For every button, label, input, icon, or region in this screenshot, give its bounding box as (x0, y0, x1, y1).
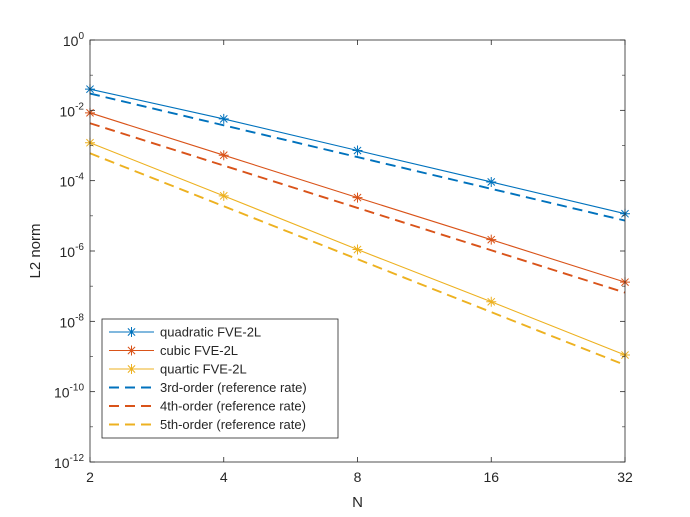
data-point-marker (486, 234, 497, 245)
y-tick-label: 10-8 (60, 312, 85, 330)
legend-entry: 3rd-order (reference rate) (109, 380, 307, 395)
data-point-marker (218, 113, 229, 124)
x-tick-label: 16 (483, 469, 499, 485)
y-tick-label: 10-4 (60, 172, 85, 190)
legend-entry: 4th-order (reference rate) (109, 399, 306, 414)
y-tick-label: 10-6 (60, 242, 85, 260)
series-5 (89, 122, 626, 294)
legend-label: 3rd-order (reference rate) (160, 380, 307, 395)
legend-label: 5th-order (reference rate) (160, 417, 306, 432)
legend-entry: quartic FVE-2L (109, 362, 247, 377)
legend-entry: quadratic FVE-2L (109, 325, 261, 340)
legend-label: quartic FVE-2L (160, 362, 247, 377)
axes-layer: 2 4 8 16 32 10-12 10-10 10-8 10-6 10-4 10-2 100 (54, 31, 633, 485)
y-tick-label: 10-2 (60, 101, 85, 119)
legend-marker (126, 345, 137, 356)
legend: quadratic FVE-2L cubic FVE-2L quartic FVE-… (101, 318, 339, 439)
y-tick-label: 10-10 (54, 383, 84, 401)
data-point-marker (218, 190, 229, 201)
data-point-marker (352, 244, 363, 255)
legend-entry: cubic FVE-2L (109, 343, 238, 358)
legend-label: quadratic FVE-2L (160, 325, 261, 340)
data-point-marker (486, 176, 497, 187)
x-tick-label: 32 (617, 469, 633, 485)
legend-marker (126, 364, 137, 374)
legend-entry: 5th-order (reference rate) (109, 417, 306, 432)
y-tick-label: 100 (63, 31, 85, 49)
series-line (89, 92, 626, 222)
x-axis-label: N (352, 494, 363, 511)
data-point-marker (218, 150, 229, 161)
legend-marker (126, 327, 137, 337)
legend-box (101, 318, 339, 439)
x-tick-label: 8 (354, 469, 362, 485)
data-point-marker (352, 192, 363, 203)
data-point-marker (486, 296, 497, 307)
y-tick-label: 10-12 (54, 453, 84, 471)
legend-label: 4th-order (reference rate) (160, 399, 306, 414)
x-tick-label: 2 (86, 469, 94, 485)
data-point-marker (352, 145, 363, 156)
x-tick-label: 4 (220, 469, 228, 485)
series-line (89, 122, 626, 294)
y-axis-label: L2 norm (27, 223, 44, 278)
legend-label: cubic FVE-2L (160, 343, 238, 358)
series-4 (89, 92, 626, 222)
